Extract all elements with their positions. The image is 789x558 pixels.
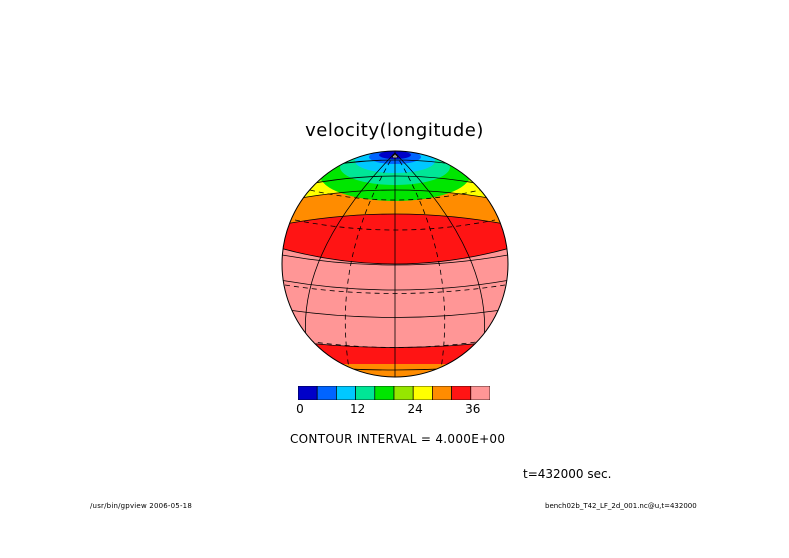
colorbar-cell bbox=[298, 386, 318, 400]
colorbar-cell bbox=[412, 386, 433, 400]
chart-title: velocity(longitude) bbox=[305, 120, 484, 141]
colorbar-tick-label: 12 bbox=[349, 402, 366, 416]
colorbar-tick-label: 36 bbox=[465, 402, 481, 416]
contour-interval-label: CONTOUR INTERVAL = 4.000E+00 bbox=[290, 432, 506, 446]
globe-outline bbox=[281, 150, 509, 378]
colorbar-cell bbox=[316, 386, 337, 400]
colorbar-cell bbox=[451, 386, 472, 400]
time-label: t=432000 sec. bbox=[523, 467, 612, 481]
colorbar-tick-label: 24 bbox=[407, 402, 423, 416]
colorbar-tick-label: 0 bbox=[296, 402, 304, 416]
colorbar-cell bbox=[393, 386, 414, 400]
colorbar-cell bbox=[355, 386, 376, 400]
footer-right: bench02b_T42_LF_2d_001.nc@u,t=432000 bbox=[545, 502, 697, 510]
footer-left: /usr/bin/gpview 2006-05-18 bbox=[90, 502, 192, 510]
colorbar-cell bbox=[336, 386, 356, 400]
colorbar-cell bbox=[470, 386, 490, 400]
globe-plot bbox=[281, 150, 509, 378]
colorbar-cell bbox=[374, 386, 395, 400]
colorbar bbox=[298, 386, 490, 400]
colorbar-cell bbox=[432, 386, 452, 400]
